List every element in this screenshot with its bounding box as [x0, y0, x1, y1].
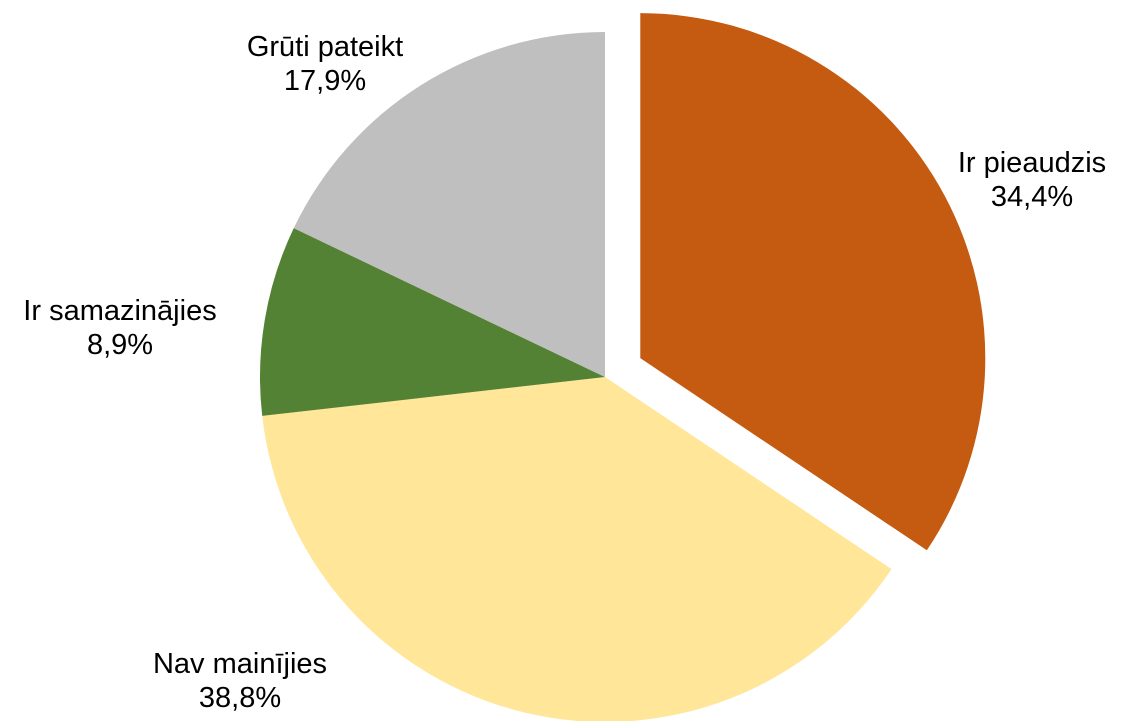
- slice-label-ir-pieaudzis: Ir pieaudzis 34,4%: [958, 147, 1106, 213]
- slice-category-label: Nav mainījies: [153, 648, 327, 680]
- pie-slice-ir-pieaudzis: [640, 13, 986, 551]
- pie-slice-nav-mainijies: [262, 377, 892, 721]
- slice-value-label: 17,9%: [284, 65, 366, 97]
- pie-labels: Ir pieaudzis 34,4% Nav mainījies 38,8% Ir sa…: [23, 31, 1106, 714]
- slice-category-label: Grūti pateikt: [247, 31, 403, 63]
- slice-label-nav-mainijies: Nav mainījies 38,8%: [153, 648, 327, 714]
- slice-category-label: Ir samazinājies: [23, 295, 216, 327]
- slice-value-label: 38,8%: [199, 682, 281, 714]
- pie-slice-gruti-pateikt: [293, 32, 605, 377]
- pie-slice-ir-samazinajies: [260, 228, 605, 416]
- slice-label-gruti-pateikt: Grūti pateikt 17,9%: [247, 31, 403, 97]
- slice-category-label: Ir pieaudzis: [958, 147, 1106, 179]
- slice-label-ir-samazinajies: Ir samazinājies 8,9%: [23, 295, 216, 361]
- slice-value-label: 8,9%: [87, 329, 153, 361]
- slice-value-label: 34,4%: [991, 181, 1073, 213]
- pie-slices: [260, 13, 986, 721]
